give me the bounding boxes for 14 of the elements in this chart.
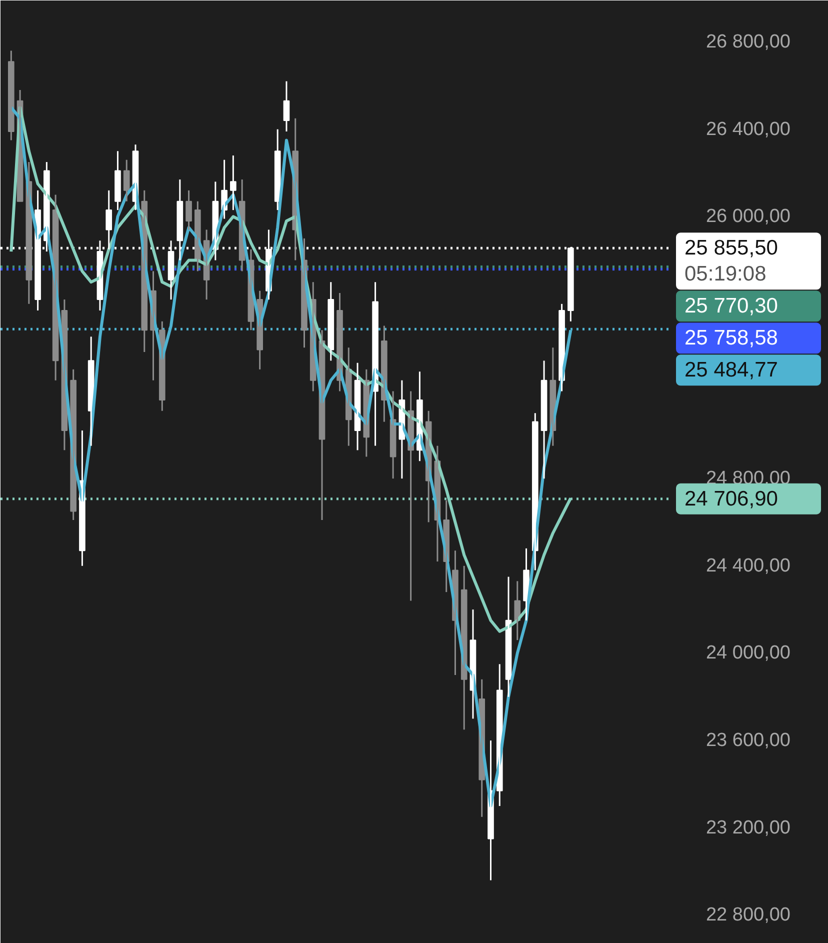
y-tick-label: 23 200,00: [706, 817, 791, 838]
ref-line-label: 24 706,90: [684, 487, 778, 510]
y-tick-label: 24 400,00: [706, 555, 791, 576]
text: 05:19:08: [684, 262, 766, 286]
ref-line-label: 25 484,77: [684, 358, 778, 382]
ref-line-label: 25 770,30: [684, 294, 778, 318]
ref-line-label: 25 758,58: [684, 326, 778, 350]
y-tick-label: 23 600,00: [706, 730, 791, 751]
y-tick-label: 26 400,00: [706, 118, 791, 140]
y-tick-label: 22 800,00: [706, 904, 791, 926]
ref-line-label: 25 855,50: [684, 236, 778, 260]
y-tick-label: 24 000,00: [706, 642, 791, 664]
y-tick-label: 26 000,00: [706, 206, 791, 228]
y-tick-label: 26 800,00: [706, 31, 791, 52]
